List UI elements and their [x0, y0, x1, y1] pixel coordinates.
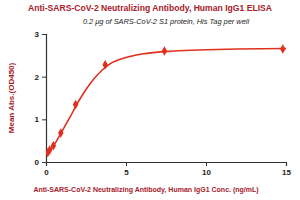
- tick-label: 10: [202, 168, 211, 177]
- tick-label: 2: [35, 73, 40, 82]
- tick: 1: [35, 115, 46, 124]
- plot: 0 5 10 15 0 1 2 3: [35, 30, 292, 177]
- tick-label: 1: [35, 115, 40, 124]
- tick-label: 0: [44, 168, 49, 177]
- tick-mark: [126, 162, 127, 166]
- tick-mark: [42, 162, 46, 163]
- tick: 15: [282, 162, 291, 177]
- tick: 5: [124, 162, 129, 177]
- axis-line: [47, 163, 287, 167]
- tick: 0: [35, 158, 46, 167]
- axis-line: [42, 35, 47, 163]
- y-axis-title: Mean Abs.(OD450): [7, 62, 16, 133]
- tick-label: 5: [124, 168, 129, 177]
- tick-label: 3: [35, 30, 40, 39]
- x-axis: 0 5 10 15: [44, 162, 291, 177]
- title: Anti-SARS-CoV-2 Neutralizing Antibody, H…: [28, 3, 272, 13]
- tick: 2: [35, 73, 46, 82]
- tick-mark: [206, 162, 207, 166]
- tick-label: 0: [35, 158, 40, 167]
- fit-line: [46, 49, 286, 154]
- tick-mark: [42, 119, 46, 120]
- tick: 3: [35, 30, 46, 39]
- subtitle: 0.2 μg of SARS-CoV-2 S1 protein, His Tag…: [83, 17, 250, 26]
- chart: 0 5 10 15 0 1 2 3 Anti-SARS-CoV-2 Neutralizing A…: [0, 0, 300, 200]
- tick: 0: [44, 162, 49, 177]
- tick-mark: [42, 77, 46, 78]
- tick-mark: [286, 162, 287, 166]
- tick: 10: [202, 162, 211, 177]
- tick-label: 15: [282, 168, 291, 177]
- marks: [46, 44, 286, 157]
- x-axis-title: Anti-SARS-CoV-2 Neutralizing Antibody, H…: [33, 186, 258, 194]
- y-axis: 0 1 2 3: [35, 30, 47, 167]
- tick-mark: [42, 34, 46, 35]
